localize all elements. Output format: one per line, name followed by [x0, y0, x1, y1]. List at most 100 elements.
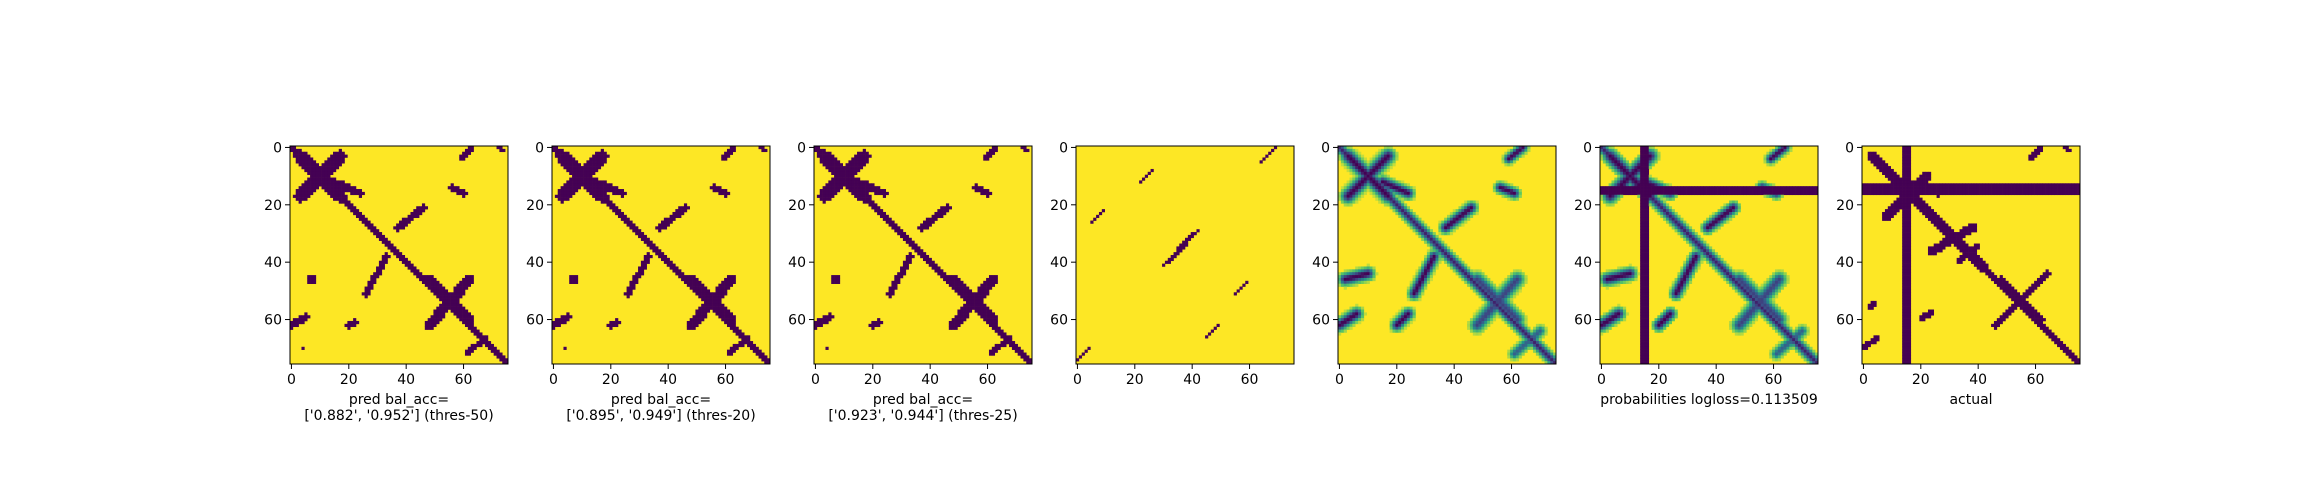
heatmap-cell: [974, 189, 978, 193]
heatmap-cell: [997, 332, 1001, 336]
heatmap-cell: [1401, 209, 1405, 213]
heatmap-cell: [1458, 257, 1462, 262]
heatmap-cell: [401, 223, 406, 227]
heatmap-cell: [1752, 289, 1756, 293]
heatmap-cell: [315, 180, 319, 184]
heatmap-cell: [589, 163, 593, 167]
heatmap-cell: [1720, 269, 1724, 273]
heatmap-cell: [312, 171, 317, 175]
heatmap-cell: [1358, 166, 1362, 170]
heatmap-cell: [957, 315, 961, 319]
heatmap-cell: [1507, 315, 1511, 319]
heatmap-cell: [473, 346, 477, 350]
heatmap-cell: [1398, 183, 1402, 187]
heatmap-cell: [301, 183, 305, 187]
heatmap-cell: [557, 197, 561, 201]
heatmap-cell: [1415, 220, 1419, 224]
heatmap-cell: [1409, 286, 1413, 290]
heatmap-cell: [1495, 180, 1499, 184]
heatmap-cell: [689, 283, 693, 287]
heatmap-cell: [307, 189, 311, 193]
heatmap-cell: [1412, 280, 1416, 284]
heatmap-cell: [1640, 223, 1644, 227]
x-tick-label: 20: [1126, 372, 1144, 388]
heatmap-cell: [1746, 286, 1750, 290]
heatmap-cell: [433, 309, 437, 313]
heatmap-cell: [1711, 186, 1716, 190]
heatmap-cell: [1449, 257, 1454, 262]
heatmap-cell: [732, 323, 736, 328]
heatmap-cell: [1340, 154, 1345, 158]
heatmap-cell: [1369, 266, 1373, 270]
heatmap-cell: [635, 277, 639, 282]
heatmap-cell: [1688, 266, 1693, 270]
heatmap-cell: [1349, 309, 1353, 313]
heatmap-cell: [1640, 298, 1644, 302]
heatmap-cell: [871, 200, 875, 204]
heatmap-cell: [1498, 292, 1502, 296]
heatmap-cell: [1614, 306, 1618, 310]
heatmap-cell: [1386, 163, 1390, 167]
heatmap-cell: [1731, 269, 1736, 273]
heatmap-cell: [456, 303, 460, 307]
heatmap-cell: [934, 266, 938, 270]
heatmap-cell: [1620, 168, 1624, 173]
heatmap-cell: [712, 189, 716, 193]
heatmap-cell: [914, 246, 918, 250]
heatmap-cell: [646, 255, 650, 259]
heatmap-cell: [1688, 252, 1693, 256]
heatmap-cell: [364, 217, 368, 221]
heatmap-cell: [1729, 272, 1733, 276]
heatmap-cell: [1686, 186, 1690, 190]
heatmap-cell: [888, 220, 892, 224]
heatmap-cell: [934, 269, 938, 273]
heatmap-cell: [583, 180, 587, 184]
heatmap-cell: [1538, 355, 1542, 359]
heatmap-cell: [1614, 186, 1618, 190]
heatmap-cell: [1484, 283, 1488, 287]
heatmap-cell: [1680, 280, 1684, 284]
heatmap-cell: [595, 189, 599, 193]
heatmap-cell: [1363, 269, 1367, 273]
heatmap-cell: [1355, 197, 1359, 201]
heatmap-cell: [652, 243, 656, 247]
heatmap-cell: [1512, 269, 1517, 273]
heatmap-cell: [1409, 318, 1413, 322]
heatmap-cell: [1677, 189, 1681, 193]
heatmap-cell: [1617, 171, 1621, 175]
heatmap-cell: [1409, 217, 1413, 221]
heatmap-cell: [1743, 306, 1747, 310]
heatmap-cell: [963, 312, 967, 316]
heatmap-cell: [1358, 197, 1362, 201]
heatmap-cell: [966, 286, 970, 290]
heatmap-cell: [988, 277, 993, 282]
heatmap-cell: [724, 157, 728, 161]
heatmap-cell: [761, 355, 765, 359]
heatmap-cell: [315, 177, 319, 181]
heatmap-cell: [678, 269, 682, 273]
heatmap-cell: [436, 318, 440, 322]
heatmap-cell: [1740, 191, 1744, 196]
heatmap-cell: [1734, 277, 1738, 282]
heatmap-cell: [1412, 214, 1416, 219]
heatmap-cell: [1363, 160, 1367, 164]
heatmap-cell: [589, 189, 593, 193]
heatmap-cell: [1683, 229, 1687, 233]
heatmap-cell: [1769, 186, 1773, 190]
heatmap-cell: [1640, 214, 1644, 219]
heatmap-cell: [640, 269, 645, 273]
heatmap-cell: [572, 168, 576, 173]
heatmap-cell: [295, 194, 299, 198]
heatmap-cell: [1780, 275, 1784, 279]
heatmap-cell: [948, 277, 952, 282]
panel-caption: ['0.895', '0.949'] (thres-20): [566, 408, 755, 424]
heatmap-cell: [828, 163, 832, 167]
heatmap-cell: [1179, 243, 1183, 247]
heatmap-cell: [1392, 189, 1396, 193]
heatmap-cell: [1495, 315, 1499, 319]
heatmap-cell: [1524, 346, 1528, 350]
heatmap-cell: [963, 298, 967, 302]
heatmap-cell: [655, 246, 659, 250]
heatmap-cell: [1645, 263, 1650, 267]
heatmap-cell: [335, 154, 340, 158]
